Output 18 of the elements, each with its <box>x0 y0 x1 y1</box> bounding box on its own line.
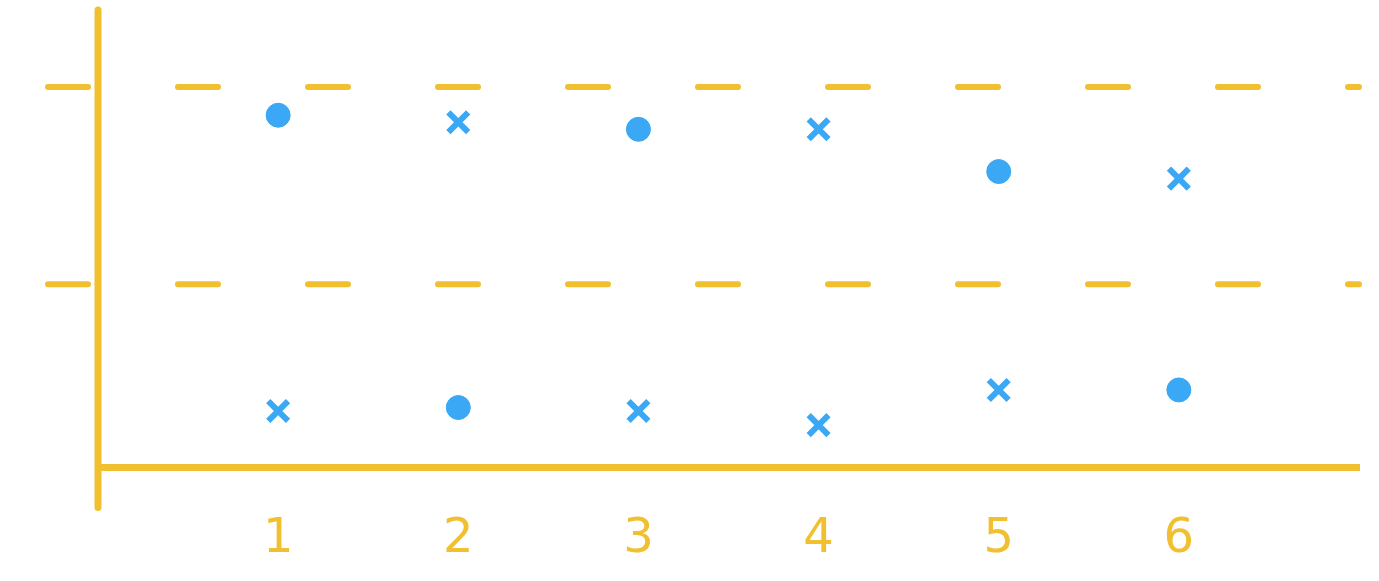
x-tick-label: 3 <box>623 506 654 563</box>
point <box>1165 165 1192 192</box>
x-tick-label: 1 <box>262 506 294 563</box>
point <box>985 377 1012 403</box>
point <box>805 116 832 143</box>
point <box>805 412 832 439</box>
point <box>445 395 471 421</box>
x-tick-label: 6 <box>1163 506 1195 563</box>
point <box>265 398 292 424</box>
point <box>986 159 1012 185</box>
point <box>265 102 291 128</box>
point <box>445 109 472 136</box>
x-tick-label: 2 <box>443 506 474 563</box>
x-tick-label: 4 <box>803 506 834 563</box>
point <box>625 398 652 424</box>
point <box>1166 377 1192 403</box>
point <box>625 116 651 142</box>
x-tick-label: 5 <box>983 506 1014 563</box>
